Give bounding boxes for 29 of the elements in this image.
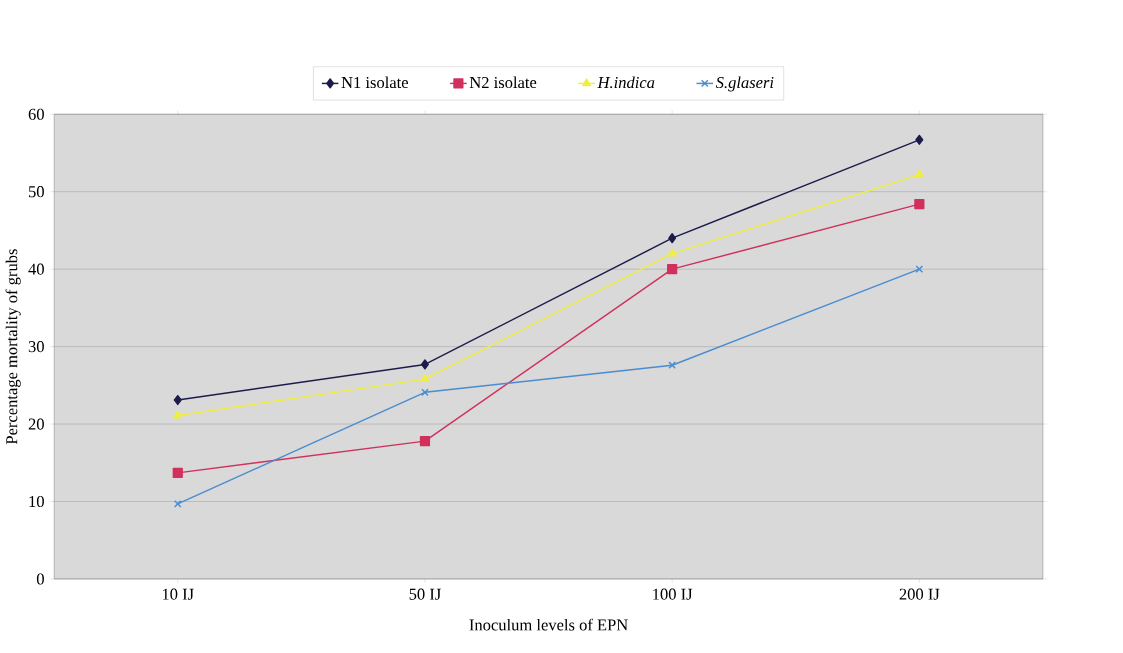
point: [420, 359, 429, 370]
y-tick-label: 60: [28, 108, 44, 120]
point: [173, 394, 182, 405]
x-tick-label: 10 IJ: [162, 588, 194, 600]
point: [420, 373, 430, 382]
point: [914, 169, 924, 178]
y-tick-label: 0: [36, 573, 44, 585]
point: [172, 467, 183, 478]
point: [419, 435, 431, 447]
point: [668, 232, 677, 244]
x-tick-label: 50 IJ: [409, 588, 441, 600]
point: [667, 263, 678, 275]
x-axis-title: Inoculum levels of EPN: [469, 618, 628, 631]
legend-label: N1 isolate: [341, 76, 408, 88]
y-tick-label: 10: [29, 495, 44, 507]
y-axis-title: Percentage mortality of grubs: [5, 249, 21, 444]
y-tick-label: 30: [28, 340, 44, 353]
x-tick-label: 100 IJ: [653, 588, 693, 600]
x-tick-label: 200 IJ: [899, 588, 940, 600]
legend-label: H.indica: [597, 76, 655, 88]
legend-label: S.glaseri: [715, 76, 774, 92]
point: [173, 410, 183, 419]
point: [667, 248, 677, 257]
y-tick-label: 40: [28, 263, 44, 275]
point: [914, 198, 925, 210]
y-tick-label: 20: [28, 418, 44, 430]
y-tick-label: 50: [29, 185, 44, 198]
point: [915, 134, 924, 145]
legend-label: N2 isolate: [469, 76, 537, 88]
